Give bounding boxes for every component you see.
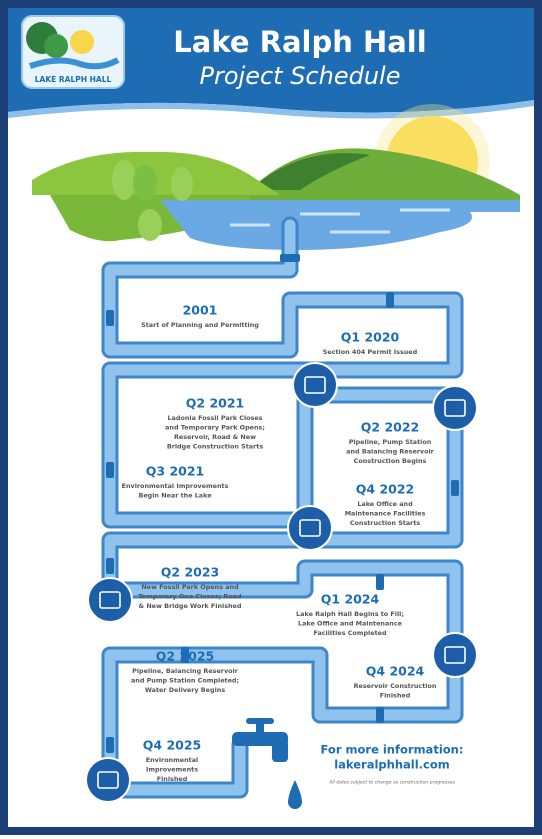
- milestone-text: Construction Starts: [350, 519, 421, 527]
- milestone-date: 2001: [183, 303, 218, 318]
- pipe-joint: [106, 737, 114, 753]
- milestone-date: Q4 2022: [356, 482, 414, 497]
- milestone-date: Q1 2020: [341, 330, 400, 345]
- icon-circle: [293, 363, 337, 407]
- icon-circle: [288, 506, 332, 550]
- milestone-date: Q2 2022: [361, 420, 419, 435]
- milestone-text: Bridge Construction Starts: [167, 443, 263, 451]
- milestone-text: Reservoir Construction: [354, 682, 437, 690]
- milestone-date: Q2 2025: [156, 649, 214, 664]
- milestone-text: Lake Office and Maintenance: [298, 620, 403, 628]
- milestone-text: Finished: [157, 775, 188, 783]
- milestone-date: Q4 2025: [143, 738, 201, 753]
- milestone-text: Lake Office and: [357, 500, 413, 508]
- milestone-text: Water Delivery Begins: [145, 686, 225, 694]
- subtitle: Project Schedule: [200, 62, 401, 90]
- milestone-date: Q4 2024: [366, 664, 425, 679]
- pipe-joint: [280, 254, 300, 262]
- milestone-text: Start of Planning and Permitting: [141, 321, 259, 329]
- milestone-date: Q1 2024: [321, 592, 380, 607]
- pipe-joint: [376, 574, 384, 590]
- pipe-joint: [386, 292, 394, 308]
- milestone-text: and Temporary Park Opens;: [165, 424, 265, 432]
- milestone-text: Temporary One Closes; Road: [138, 593, 242, 601]
- icon-circle: [433, 386, 477, 430]
- milestone-text: Section 404 Permit Issued: [323, 348, 418, 356]
- milestone-text: Environmental Improvements: [122, 482, 229, 490]
- logo-text: LAKE RALPH HALL: [35, 75, 112, 84]
- page: LAKE RALPH HALL Lake Ralph Hall Project …: [0, 0, 542, 839]
- title: Lake Ralph Hall: [173, 25, 426, 59]
- milestone-text: and Balancing Reservoir: [346, 448, 435, 456]
- milestone-date: Q3 2021: [146, 464, 204, 479]
- milestone-text: Pipeline, Balancing Reservoir: [132, 667, 239, 675]
- milestone-text: Pipeline, Pump Station: [349, 438, 432, 446]
- milestone-text: Environmental: [146, 756, 198, 764]
- footnote: All dates subject to change as construct…: [328, 780, 455, 786]
- milestone-date: Q2 2021: [186, 396, 244, 411]
- milestone-date: Q2 2023: [161, 565, 219, 580]
- milestone-text: Reservoir, Road & New: [174, 433, 256, 441]
- logo: LAKE RALPH HALL: [22, 16, 124, 88]
- milestone-text: Ladonia Fossil Park Closes: [167, 414, 262, 422]
- pipe-joint: [106, 558, 114, 574]
- icon-circle: [88, 578, 132, 622]
- pipe-joint: [376, 707, 384, 723]
- pipe-joint: [106, 462, 114, 478]
- infographic: LAKE RALPH HALL Lake Ralph Hall Project …: [0, 0, 542, 835]
- milestone-text: Begin Near the Lake: [138, 492, 212, 500]
- milestone-text: and Pump Station Completed;: [131, 677, 239, 685]
- info-url[interactable]: lakeralphhall.com: [334, 758, 450, 772]
- milestone-text: & New Bridge Work Finished: [139, 602, 242, 610]
- milestone-text: Lake Ralph Hall Begins to Fill;: [296, 610, 404, 618]
- pipe-joint: [106, 310, 114, 326]
- info-label: For more information:: [321, 743, 464, 757]
- milestone-text: Facilities Completed: [313, 629, 386, 637]
- milestone-text: Finished: [380, 692, 411, 700]
- milestone-text: New Fossil Park Opens and: [141, 583, 239, 591]
- milestone-text: Maintenance Facilities: [345, 510, 426, 518]
- icon-circle: [86, 758, 130, 802]
- pipe-joint: [451, 480, 459, 496]
- milestone-text: Construction Begins: [354, 457, 427, 465]
- icon-circle: [433, 633, 477, 677]
- milestone-text: Improvements: [146, 766, 198, 774]
